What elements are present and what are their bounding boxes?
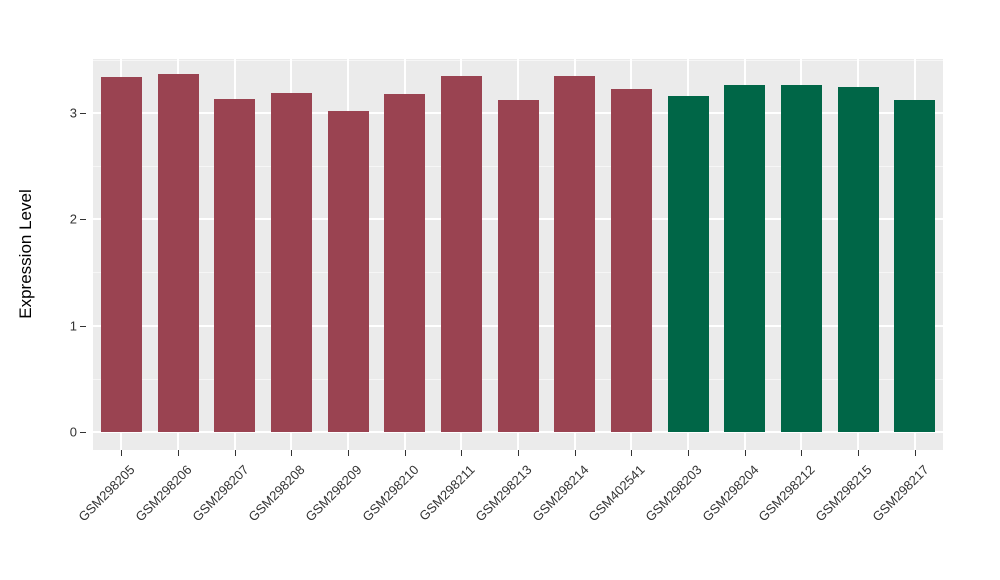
x-tick-label: GSM298213 (472, 462, 535, 525)
y-tick-mark (80, 219, 86, 221)
x-tick-mark (801, 450, 803, 456)
x-tick-label: GSM298208 (245, 462, 308, 525)
x-tick-mark (574, 450, 576, 456)
x-tick-label: GSM298205 (75, 462, 138, 525)
bar-GSM298206 (157, 74, 199, 432)
y-axis-title: Expression Level (16, 189, 35, 319)
y-tick-mark (80, 432, 86, 433)
x-tick-mark (121, 450, 123, 456)
bar-GSM298211 (440, 75, 482, 432)
x-tick-mark (688, 450, 689, 456)
x-tick-mark (858, 450, 859, 456)
y-tick-label: 0 (69, 424, 77, 440)
y-tick-mark (80, 112, 86, 114)
bar-GSM298205 (100, 76, 142, 432)
x-tick-mark (291, 450, 293, 456)
y-tick-mark (80, 325, 86, 327)
x-tick-label: GSM298209 (302, 462, 365, 525)
y-tick-label: 1 (69, 318, 77, 334)
x-tick-label: GSM298204 (699, 462, 762, 525)
bar-GSM298208 (270, 92, 312, 432)
bar-GSM298215 (837, 87, 879, 432)
x-tick-mark (178, 450, 179, 456)
x-tick-label: GSM298207 (189, 462, 252, 525)
bar-GSM298210 (384, 93, 426, 432)
y-tick-label: 3 (69, 105, 77, 121)
x-tick-mark (744, 450, 746, 456)
bar-GSM298212 (780, 85, 822, 432)
bar-GSM402541 (610, 89, 652, 432)
x-tick-label: GSM298210 (359, 462, 422, 525)
x-tick-mark (518, 450, 519, 456)
x-tick-mark (234, 450, 236, 456)
x-tick-label: GSM298203 (642, 462, 705, 525)
x-tick-label: GSM298214 (529, 462, 592, 525)
x-tick-label: GSM298215 (812, 462, 875, 525)
plot-area (93, 59, 943, 450)
bar-GSM298203 (667, 95, 709, 432)
y-tick-label: 2 (69, 211, 77, 227)
x-tick-label: GSM298217 (869, 462, 932, 525)
x-tick-mark (404, 450, 406, 456)
x-tick-label: GSM298212 (755, 462, 818, 525)
x-tick-label: GSM298206 (132, 462, 195, 525)
x-tick-label: GSM402541 (585, 462, 648, 525)
bar-GSM298207 (214, 98, 256, 432)
x-tick-label: GSM298211 (416, 462, 478, 524)
bar-GSM298213 (497, 100, 539, 432)
x-tick-mark (914, 450, 916, 456)
bar-GSM298217 (894, 100, 936, 432)
x-tick-mark (461, 450, 463, 456)
x-tick-mark (348, 450, 349, 456)
bar-GSM298209 (327, 110, 369, 432)
bar-GSM298214 (554, 75, 596, 432)
x-tick-mark (631, 450, 633, 456)
bar-GSM298204 (724, 85, 766, 432)
